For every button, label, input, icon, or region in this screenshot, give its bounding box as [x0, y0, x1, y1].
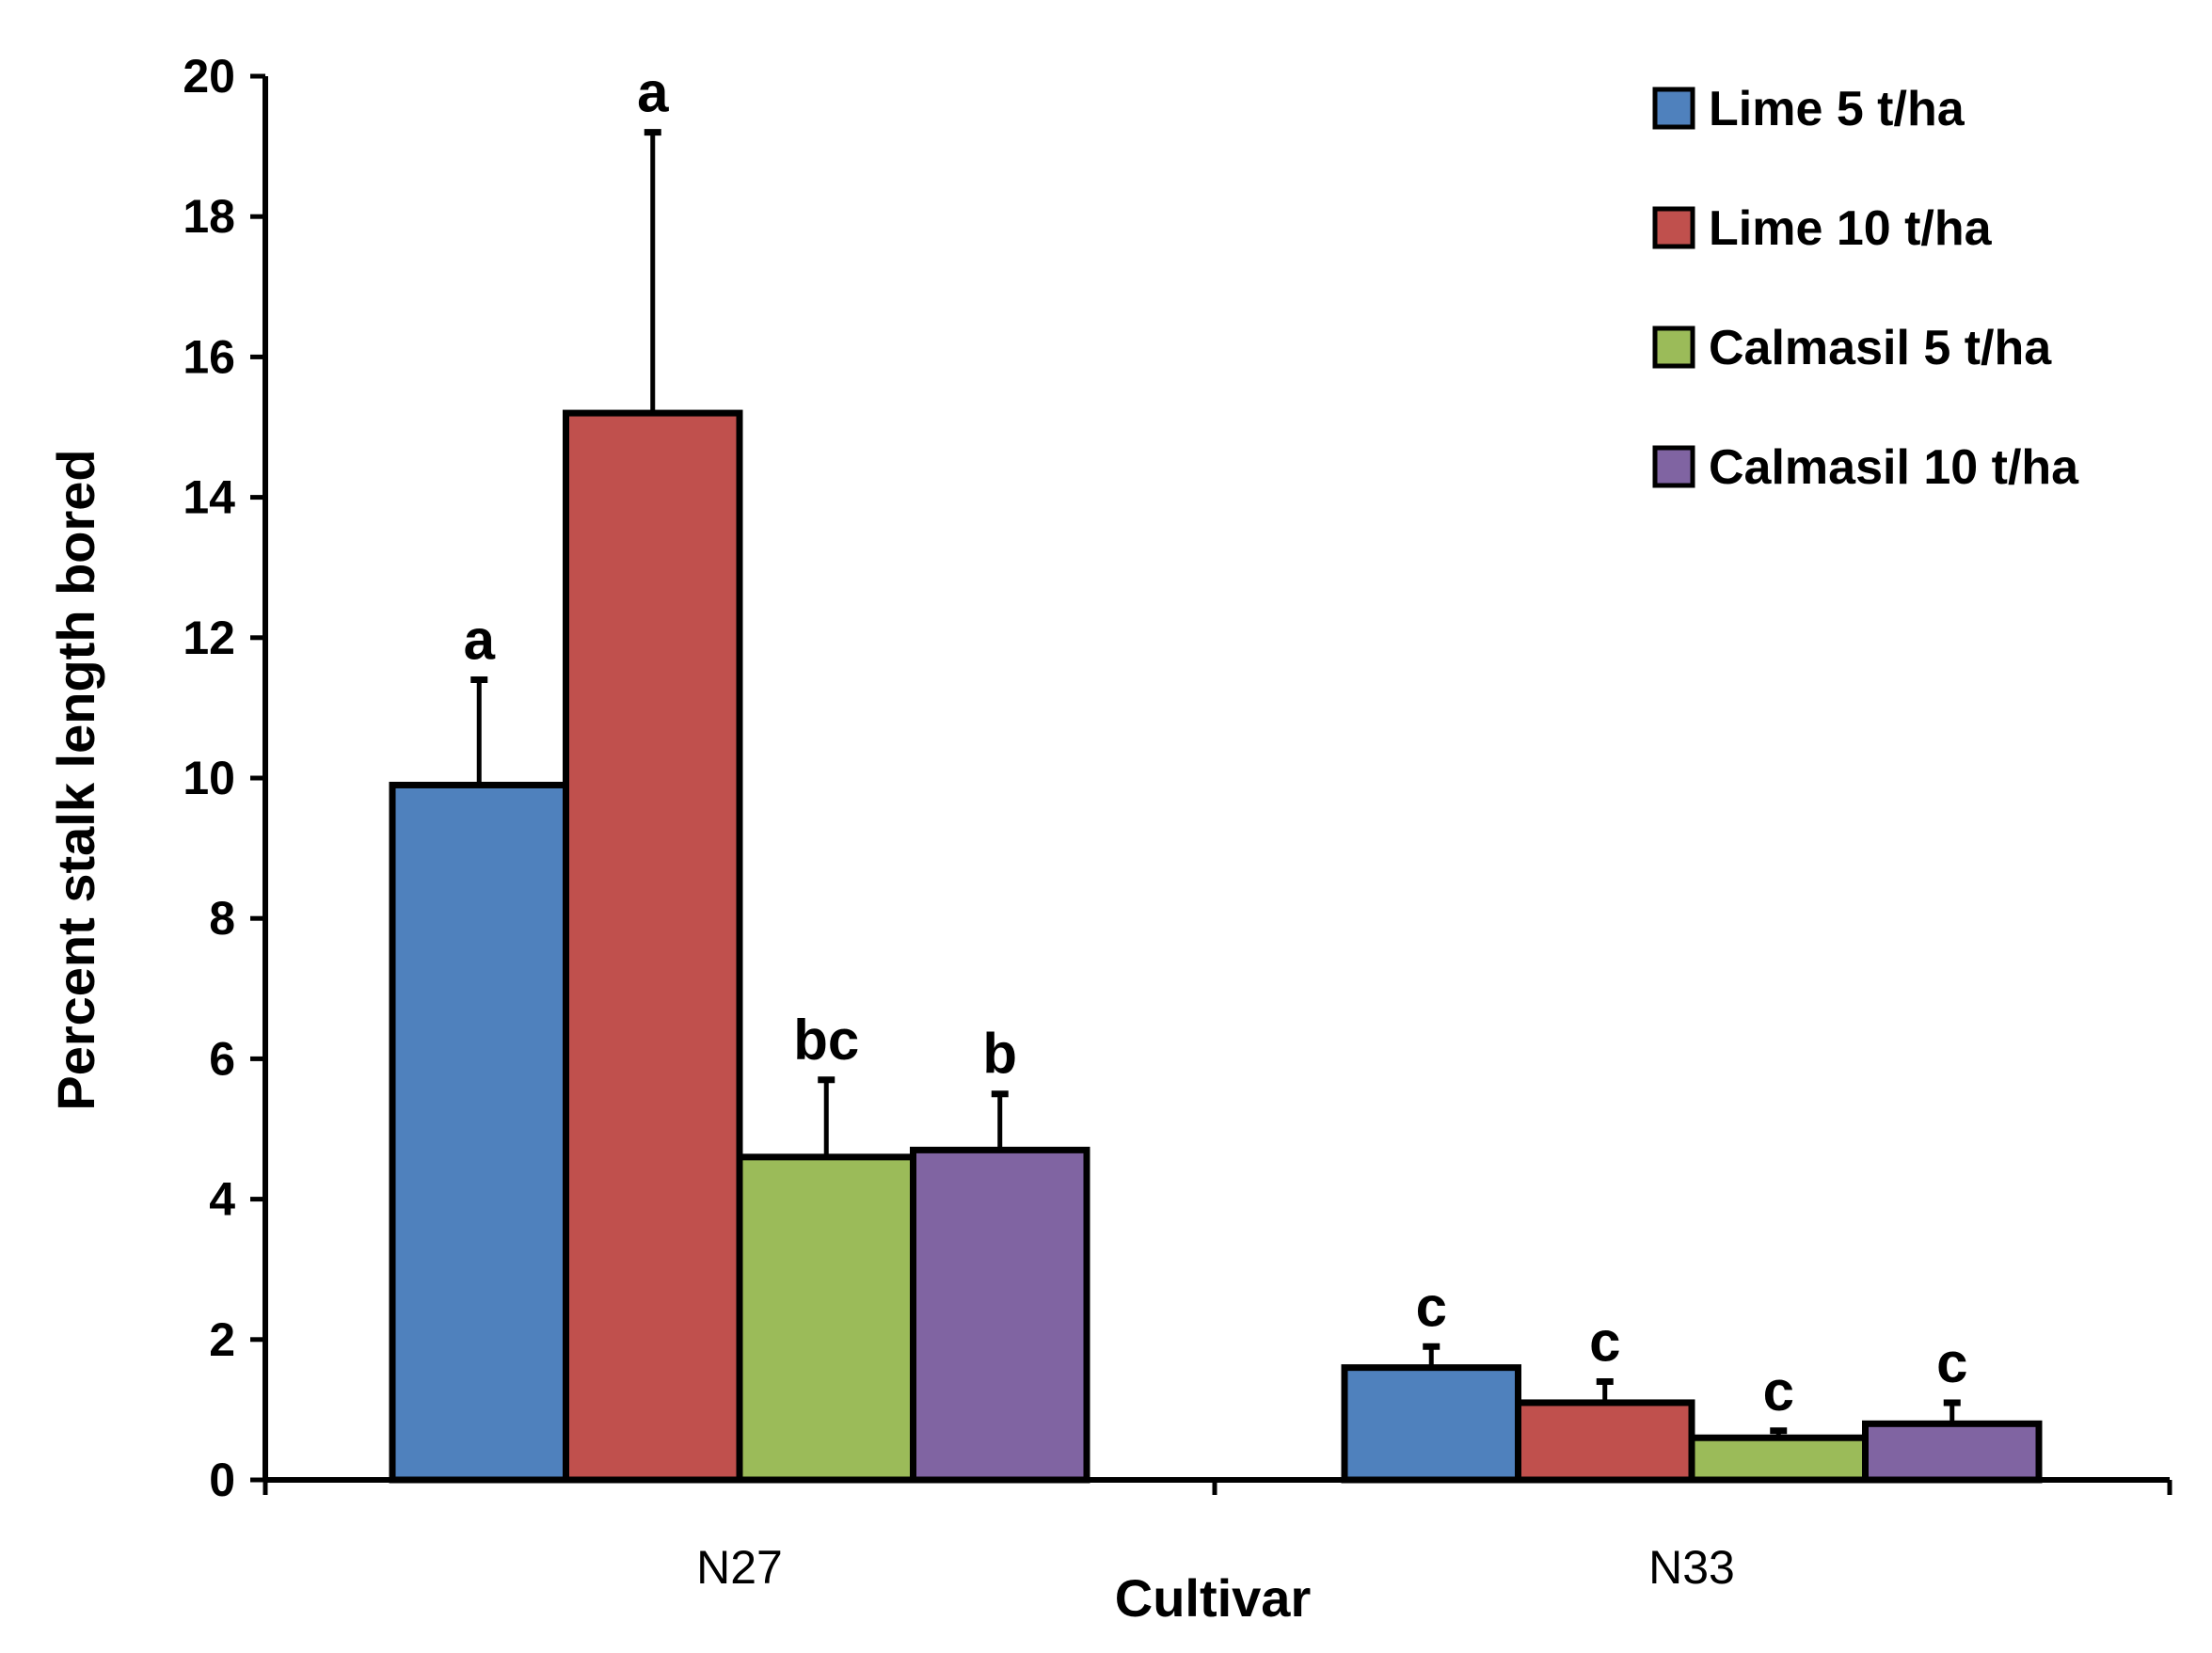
- legend-swatch: [1652, 206, 1695, 249]
- legend-swatch: [1652, 87, 1695, 130]
- significance-letter: c: [1416, 1275, 1447, 1338]
- y-tick-label: 16: [183, 330, 235, 383]
- legend: Lime 5 t/ha Lime 10 t/ha Calmasil 5 t/ha Ca…: [1652, 82, 2079, 495]
- significance-letter: c: [1936, 1331, 1967, 1394]
- legend-label: Lime 5 t/ha: [1709, 82, 1965, 136]
- bar: [1515, 1399, 1695, 1484]
- bar: [563, 409, 743, 1484]
- bar: [736, 1153, 916, 1484]
- significance-letter: c: [1589, 1311, 1620, 1374]
- significance-letter: b: [982, 1023, 1017, 1086]
- y-tick-label: 2: [209, 1313, 235, 1366]
- significance-letter: c: [1763, 1359, 1794, 1423]
- bar: [1688, 1434, 1869, 1484]
- y-tick-label: 8: [209, 892, 235, 945]
- legend-swatch: [1652, 445, 1695, 488]
- bar: [910, 1146, 1090, 1484]
- bar: [389, 781, 569, 1484]
- significance-letter: a: [464, 609, 496, 672]
- bar: [1341, 1364, 1521, 1484]
- y-tick-label: 18: [183, 190, 235, 243]
- legend-label: Calmasil 5 t/ha: [1709, 321, 2052, 375]
- x-tick-label: N27: [696, 1541, 783, 1594]
- bar: [1862, 1420, 2043, 1484]
- y-axis-label: Percent stalk length bored: [46, 449, 105, 1110]
- x-axis-label: Cultivar: [1115, 1568, 1312, 1628]
- y-tick-label: 6: [209, 1032, 235, 1085]
- y-tick-label: 10: [183, 752, 235, 804]
- y-tick-label: 20: [183, 50, 235, 103]
- x-tick-label: N33: [1648, 1541, 1735, 1594]
- legend-label: Lime 10 t/ha: [1709, 201, 1993, 256]
- legend-swatch: [1652, 326, 1695, 369]
- legend-label: Calmasil 10 t/ha: [1709, 440, 2079, 495]
- y-tick-label: 14: [183, 471, 235, 524]
- y-tick-label: 0: [209, 1454, 235, 1506]
- y-tick-label: 12: [183, 612, 235, 664]
- axes-layer: N27 N33 0 2 4 6 8 10 12 14 16 18 20: [183, 50, 2172, 1594]
- significance-letter: a: [637, 61, 669, 124]
- significance-letter: bc: [793, 1009, 859, 1072]
- y-tick-label: 4: [209, 1173, 235, 1226]
